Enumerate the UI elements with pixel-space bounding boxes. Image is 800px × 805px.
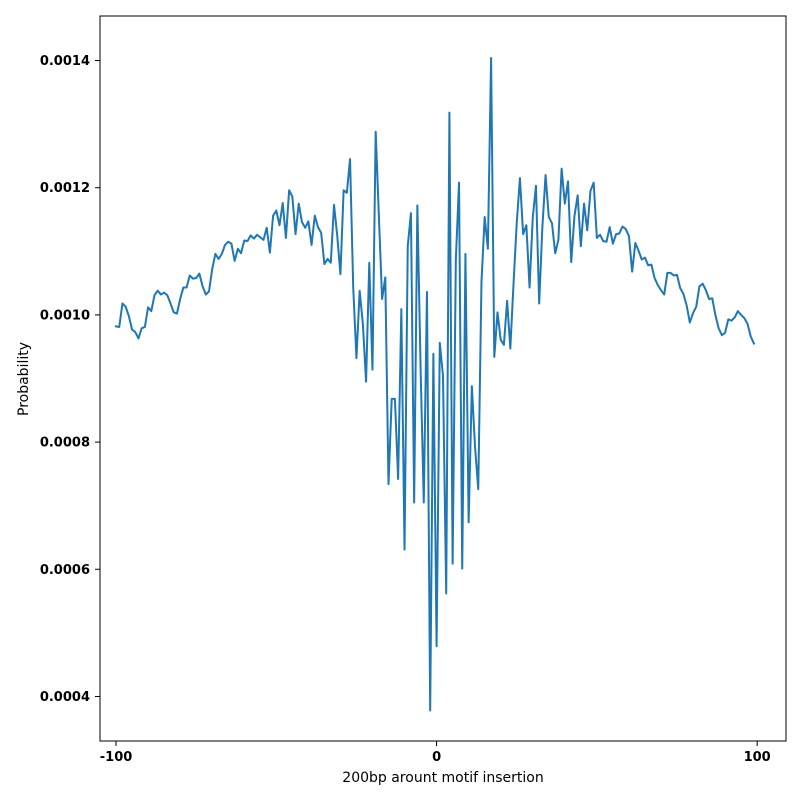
y-tick-label: 0.0004 [40,690,90,705]
y-tick-label: 0.0014 [40,54,90,69]
plot-frame [99,15,787,742]
series-line [114,56,756,712]
y-tick-label: 0.0010 [40,308,90,323]
x-tick-label: -100 [100,750,133,765]
y-axis-label: Probability [16,342,32,416]
series-layer [114,56,756,712]
y-tick-label: 0.0012 [40,181,90,196]
y-tick-label: 0.0008 [40,436,90,451]
x-tick-label: 0 [432,750,441,765]
y-tick-label: 0.0006 [40,563,90,578]
ticks-layer: -100 0 100 0.0004 0.0006 0.0008 0.0010 0.0012 0.… [40,54,771,765]
x-axis-label: 200bp arount motif insertion [342,770,543,786]
x-tick-label: 100 [744,750,771,765]
